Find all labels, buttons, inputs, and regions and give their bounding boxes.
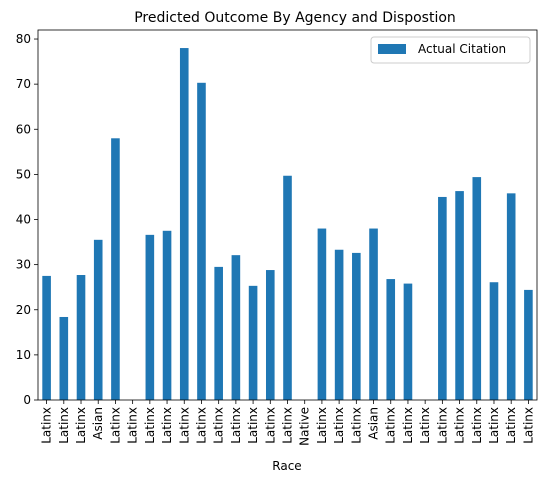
bar (334, 249, 344, 400)
y-tick-label: 0 (23, 393, 31, 407)
x-axis-label: Race (272, 459, 301, 473)
x-tick-label: Latinx (126, 407, 140, 444)
legend-box (370, 36, 531, 64)
x-tick-label: Latinx (143, 407, 157, 444)
bar (145, 234, 155, 400)
bar (231, 255, 241, 400)
x-tick-label: Latinx (194, 407, 208, 444)
bar (42, 275, 51, 400)
bar (59, 316, 69, 400)
bar (506, 193, 516, 400)
legend: Actual Citation (370, 36, 531, 64)
bar (76, 275, 86, 400)
chart-title: Predicted Outcome By Agency and Disposti… (134, 10, 456, 26)
y-tick-label: 40 (16, 213, 31, 227)
x-tick-label: Latinx (487, 407, 501, 444)
x-tick-label: Latinx (281, 407, 295, 444)
legend-swatch (378, 44, 406, 54)
y-tick-label: 80 (16, 32, 31, 46)
bar (386, 279, 396, 400)
x-tick-label: Latinx (349, 407, 363, 444)
bar (472, 177, 482, 400)
bar (524, 289, 533, 400)
x-tick-label: Latinx (384, 407, 398, 444)
x-tick-label: Latinx (521, 407, 535, 444)
x-tick-label: Latinx (435, 407, 449, 444)
y-axis: 0 10 20 30 40 50 60 70 80 (16, 32, 38, 407)
bar (438, 196, 447, 400)
bar (162, 230, 172, 400)
y-tick-label: 30 (16, 258, 31, 272)
x-tick-label: Latinx (263, 407, 277, 444)
x-tick-label: Latinx (504, 407, 518, 444)
bar (403, 283, 413, 400)
x-tick-label: Latinx (57, 407, 71, 444)
x-tick-label: Latinx (177, 407, 191, 444)
y-tick-label: 10 (16, 348, 31, 362)
x-tick-label: Latinx (332, 407, 346, 444)
bar (455, 191, 464, 400)
bar (111, 138, 120, 401)
x-tick-label: Latinx (108, 407, 122, 444)
bar (197, 82, 206, 400)
x-tick-label: Latinx (229, 407, 243, 444)
bar (369, 228, 378, 400)
bar (352, 252, 361, 400)
x-tick-label: Latinx (74, 407, 88, 444)
x-tick-label: Latinx (40, 407, 54, 444)
x-tick-label: Latinx (246, 407, 260, 444)
y-tick-label: 70 (16, 77, 31, 91)
x-tick-label: Asian (91, 407, 105, 440)
x-tick-label: Latinx (315, 407, 329, 444)
bars-group (42, 48, 533, 401)
bar (489, 282, 499, 400)
x-tick-label: Latinx (401, 407, 415, 444)
x-tick-label: Latinx (470, 407, 484, 444)
bar (317, 228, 327, 400)
x-tick-label: Latinx (160, 407, 174, 444)
plot-frame (37, 29, 538, 401)
x-tick-label: Latinx (212, 407, 226, 444)
x-tick-label: Asian (367, 407, 381, 440)
y-tick-label: 60 (16, 122, 31, 136)
bar (283, 175, 292, 400)
x-axis: Latinx Latinx Latinx Asian Latinx Latinx Latin… (40, 400, 535, 446)
y-tick-label: 50 (16, 167, 31, 181)
x-tick-label: Latinx (453, 407, 467, 444)
bar (265, 270, 275, 400)
bar (93, 239, 103, 400)
x-tick-label: Native (298, 407, 312, 446)
y-tick-label: 20 (16, 303, 31, 317)
bar (248, 285, 258, 400)
bar (214, 266, 223, 400)
x-tick-label: Latinx (418, 407, 432, 444)
legend-label: Actual Citation (418, 42, 506, 56)
bar (179, 48, 189, 401)
